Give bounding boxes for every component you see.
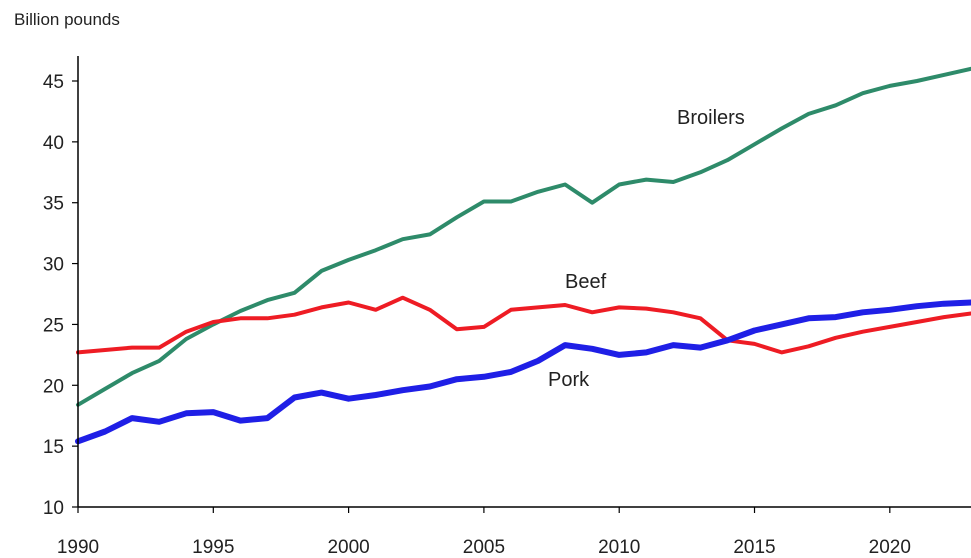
y-tick-label: 40 [43,133,64,154]
y-tick-label: 15 [43,437,64,458]
x-tick-label: 2010 [598,537,640,558]
series-layer [75,66,971,445]
y-tick-label: 35 [43,194,64,215]
y-axis: 10 15 20 25 30 35 40 45 [43,72,78,519]
x-tick-label: 2020 [869,537,911,558]
y-axis-label: Billion pounds [14,10,120,29]
y-tick-label: 20 [43,376,64,397]
series-line-pork [75,299,971,445]
series-label-beef: Beef [565,271,607,293]
y-tick-label: 25 [43,315,64,336]
series-label-pork: Pork [548,369,590,391]
x-tick-label: 1995 [192,537,234,558]
x-axis: 1990 1995 2000 2005 2010 2015 2020 [57,507,911,558]
y-tick-label: 10 [43,498,64,519]
y-tick-label: 45 [43,72,64,93]
series-line-beef [76,295,971,355]
series-label-broilers: Broilers [677,107,745,129]
x-tick-label: 2005 [463,537,505,558]
x-tick-label: 2000 [327,537,369,558]
x-tick-label: 1990 [57,537,99,558]
y-tick-label: 30 [43,255,64,276]
series-line-broilers [76,66,971,407]
x-tick-label: 2015 [733,537,775,558]
